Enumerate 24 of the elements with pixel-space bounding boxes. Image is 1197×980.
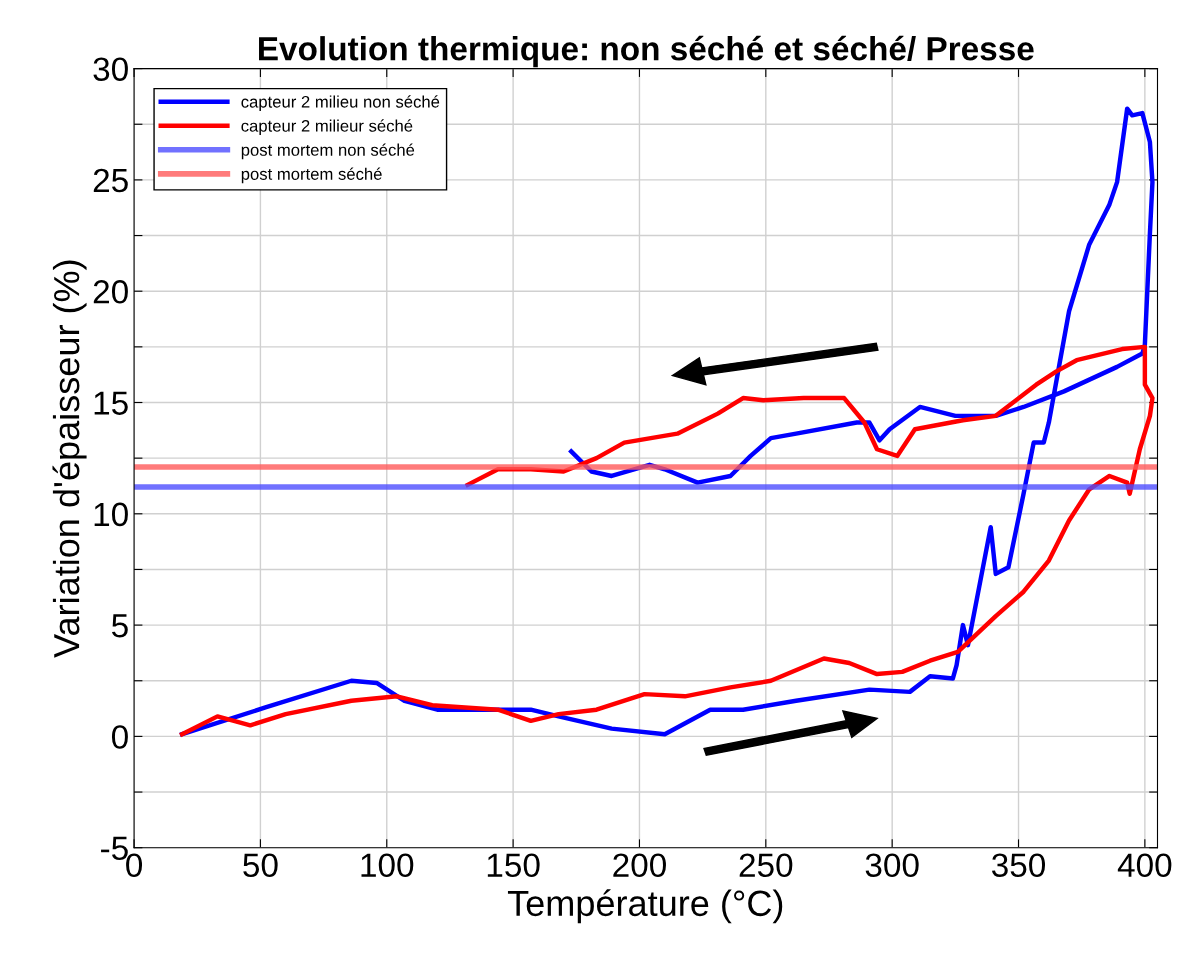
x-tick-label: 200 (613, 853, 666, 878)
line-series (179, 344, 1155, 737)
x-tick-label: 250 (739, 853, 793, 878)
y-tick-label: -5 (101, 836, 128, 861)
legend-label: post mortem non séché (241, 143, 415, 160)
x-tick-label: 50 (243, 853, 278, 878)
y-tick-label: 5 (112, 614, 128, 638)
y-tick-label: 15 (94, 391, 128, 415)
legend-label: capteur 2 milieu non séché (241, 95, 440, 111)
legend-label: post mortem séché (241, 167, 382, 184)
y-tick-label: 10 (94, 502, 128, 527)
legend-label: capteur 2 milieur séché (241, 119, 413, 136)
y-tick-label: 20 (93, 280, 128, 304)
y-tick-label: 30 (93, 57, 128, 82)
x-tick-label: 300 (865, 853, 919, 878)
x-tick-label: 100 (361, 853, 414, 878)
x-tick-label: 150 (487, 853, 540, 878)
y-tick-label: 0 (111, 725, 128, 749)
x-tick-label: 400 (1117, 853, 1172, 878)
x-axis-title: Température (°C) (507, 889, 783, 924)
chart-title: Evolution thermique: non séché et séché/ Presse (259, 35, 1034, 68)
y-tick-label: 25 (93, 168, 128, 193)
y-axis-title: Variation d'épaisseur (%) (52, 260, 87, 658)
x-tick-label: 350 (991, 853, 1046, 878)
